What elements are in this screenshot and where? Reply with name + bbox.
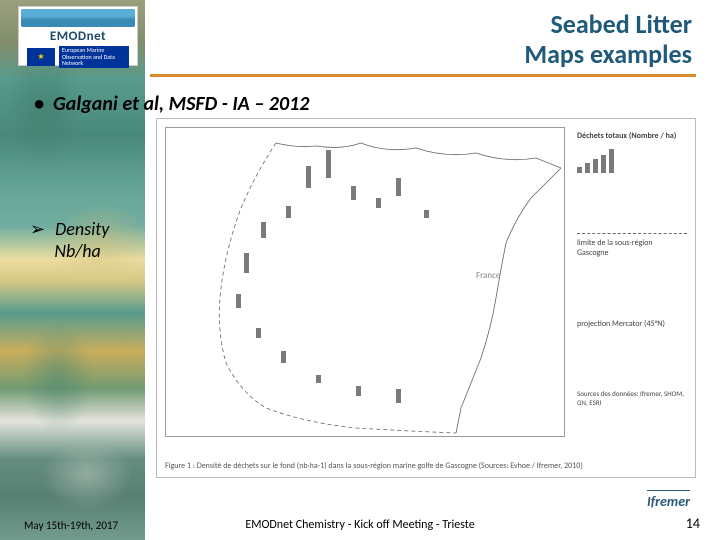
title-line-2: Maps examples: [524, 40, 692, 70]
footer-page-number: 14: [686, 515, 700, 532]
density-bullet: ➢ Density Nb/ha: [30, 218, 109, 262]
emodnet-logo: EMODnet European Marine Observation and …: [18, 6, 138, 66]
density-line-2: Nb/ha: [54, 240, 100, 262]
density-bar: [424, 210, 429, 218]
map-figure: France Déchets totaux (Nombre / ha) limi…: [156, 118, 696, 478]
logo-wave-graphic: [21, 9, 135, 27]
map-canvas: France: [165, 127, 565, 437]
legend-bars: [577, 145, 687, 173]
logo-text: EMODnet: [21, 29, 135, 44]
density-bar: [356, 386, 361, 396]
density-bar: [244, 253, 249, 273]
logo-subtitle: European Marine Observation and Data Net…: [59, 46, 129, 68]
citation-bullet: • Galgani et al, MSFD - IA – 2012: [34, 92, 309, 116]
density-bar: [236, 294, 241, 308]
map-svg: France: [166, 128, 566, 438]
legend-region-text: Gascogne: [577, 248, 687, 258]
ifremer-logo: Ifremer: [647, 490, 690, 510]
density-line-1: Density: [55, 218, 109, 240]
title-line-1: Seabed Litter: [524, 10, 692, 40]
slide-title: Seabed Litter Maps examples: [524, 10, 692, 70]
density-bar: [326, 150, 331, 178]
legend-sources: Sources des données: Ifremer, SHOM, GN, …: [577, 389, 687, 407]
background-photo-strip: [0, 0, 145, 540]
density-bar: [286, 206, 291, 218]
title-underline: [150, 74, 696, 77]
density-bar: [396, 178, 401, 196]
legend-limit-text: limite de la sous-région: [577, 238, 687, 248]
density-bar: [376, 198, 381, 208]
footer-center: EMODnet Chemistry - Kick off Meeting - T…: [0, 518, 720, 532]
density-bar: [281, 351, 286, 363]
legend-region-block: limite de la sous-région Gascogne: [577, 229, 687, 258]
map-legend: Déchets totaux (Nombre / ha): [577, 131, 687, 183]
citation-text: Galgani et al, MSFD - IA – 2012: [53, 92, 309, 116]
footer: May 15th-19th, 2017 EMODnet Chemistry - …: [0, 510, 720, 540]
density-bar: [261, 222, 266, 238]
density-bar: [396, 389, 401, 403]
figure-caption: Figure 1 : Densité de déchets sur le fon…: [165, 461, 583, 471]
density-bar: [351, 186, 356, 200]
legend-title: Déchets totaux (Nombre / ha): [577, 131, 687, 141]
legend-projection: projection Mercator (45°N): [577, 319, 687, 329]
eu-flag-icon: [27, 48, 55, 66]
density-bar: [316, 375, 321, 383]
density-bar: [306, 166, 311, 188]
arrow-icon: ➢: [30, 218, 45, 240]
density-bar: [256, 328, 261, 338]
map-country-label: France: [476, 270, 501, 281]
